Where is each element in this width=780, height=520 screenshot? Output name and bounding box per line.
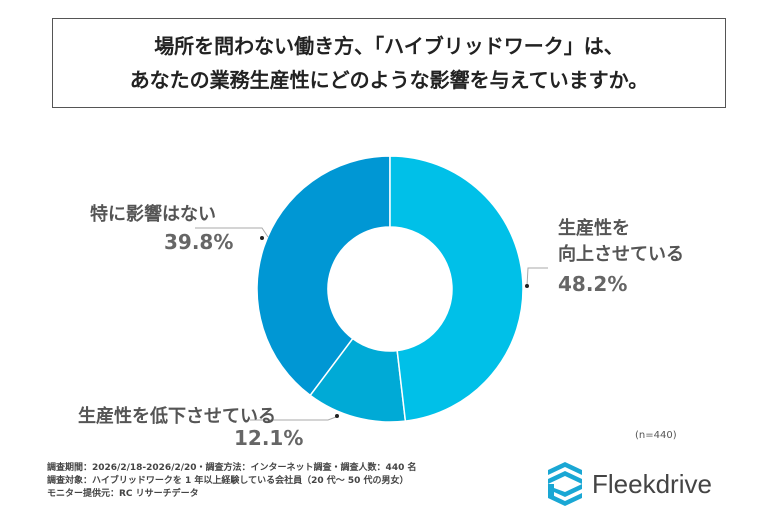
- pct-no-effect: 39.8%: [164, 230, 234, 254]
- label-decrease: 生産性を低下させている: [78, 406, 276, 427]
- pct-decrease: 12.1%: [234, 426, 304, 450]
- leader-dot-no-effect: [260, 236, 264, 240]
- title-line-2: あなたの業務生産性にどのような影響を与えていますか。: [129, 68, 649, 92]
- donut-slice-0: [389, 155, 524, 422]
- label-improve-1: 生産性を: [558, 218, 630, 239]
- label-no-effect: 特に影響はない: [90, 204, 216, 225]
- pct-improve: 48.2%: [558, 272, 628, 296]
- label-improve-2: 向上させている: [558, 244, 684, 265]
- title-line-1: 場所を問わない働き方、「ハイブリッドワーク」は、: [154, 34, 624, 58]
- donut-slice-2: [256, 155, 391, 397]
- fleekdrive-logo-icon: [548, 462, 582, 506]
- leader-line-improve: [526, 267, 548, 287]
- fleekdrive-logo: Fleekdrive: [548, 462, 712, 506]
- note: モニター提供元：RC リサーチデータ: [47, 489, 199, 499]
- leader-line-no-effect: [195, 227, 269, 238]
- donut-slice-1: [309, 337, 407, 423]
- survey-notes: 調査期間：2026/2/18-2026/2/20・調査方法：インターネット調査・…: [47, 462, 416, 501]
- note: 調査期間：2026/2/18-2026/2/20・調査方法：インターネット調査・…: [47, 463, 417, 473]
- chart-title: 場所を問わない働き方、「ハイブリッドワーク」は、 あなたの業務生産性にどのような…: [52, 18, 726, 108]
- leader-dot-decrease: [335, 414, 339, 418]
- leader-dot-improve: [525, 284, 529, 288]
- sample-size: (n=440): [635, 430, 677, 441]
- leader-line-decrease: [250, 416, 337, 421]
- note: 調査対象：ハイブリッドワークを 1 年以上経験している会社員（20 代～ 50 …: [47, 476, 409, 486]
- logo-text: Fleekdrive: [592, 468, 712, 499]
